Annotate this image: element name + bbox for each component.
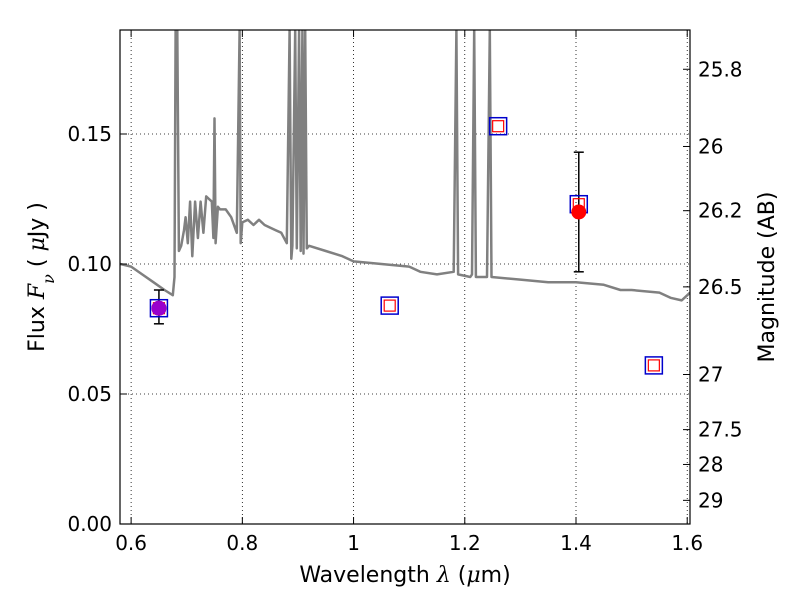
- model-flux-inner-square: [492, 120, 505, 133]
- mag-tick-label: 27: [698, 363, 723, 387]
- model-flux-square: [644, 356, 664, 375]
- mag-tick-label: 26.2: [698, 199, 743, 223]
- x-tick-label: 0.6: [115, 531, 147, 555]
- x-tick-label: 1.2: [449, 531, 481, 555]
- series: [120, 30, 690, 302]
- x-tick-label: 1: [347, 531, 360, 555]
- markers: [149, 116, 664, 375]
- observed-point: [571, 204, 587, 220]
- mag-tick-label: 29: [698, 488, 723, 512]
- mag-tick-label: 25.8: [698, 57, 743, 81]
- x-tick-label: 1.6: [671, 531, 703, 555]
- y-tick-label: 0.10: [67, 252, 112, 276]
- mag-tick-label: 26.5: [698, 275, 743, 299]
- right-axis-title: Magnitude (AB): [755, 192, 780, 363]
- y-axis-title: Flux Fν ( μJy ): [25, 202, 58, 352]
- mag-tick-label: 28: [698, 452, 723, 476]
- model-flux-square: [380, 296, 399, 315]
- model-flux-square: [488, 116, 508, 136]
- sed-model-line: [120, 30, 690, 302]
- mag-tick-label: 26: [698, 134, 723, 158]
- upper-limit-marker: [151, 300, 167, 316]
- x-axis-title: Wavelength λ (μm): [299, 563, 510, 588]
- y-tick-label: 0.05: [67, 382, 112, 406]
- mag-tick-label: 27.5: [698, 418, 743, 442]
- plot-frame: [119, 29, 691, 525]
- x-tick-label: 0.8: [226, 531, 258, 555]
- model-flux-inner-square: [383, 299, 396, 312]
- plot-background: [120, 30, 690, 524]
- model-flux-square: [149, 298, 169, 318]
- model-flux-inner-square: [647, 359, 660, 372]
- axes: 0.6 0.8 1 1.2 1.4 1.6 0.00 0.05 0.10 0.15 25.8 26 26…: [67, 30, 743, 555]
- x-tick-label: 1.4: [560, 531, 592, 555]
- y-tick-label: 0.00: [67, 512, 112, 536]
- y-tick-label: 0.15: [67, 122, 112, 146]
